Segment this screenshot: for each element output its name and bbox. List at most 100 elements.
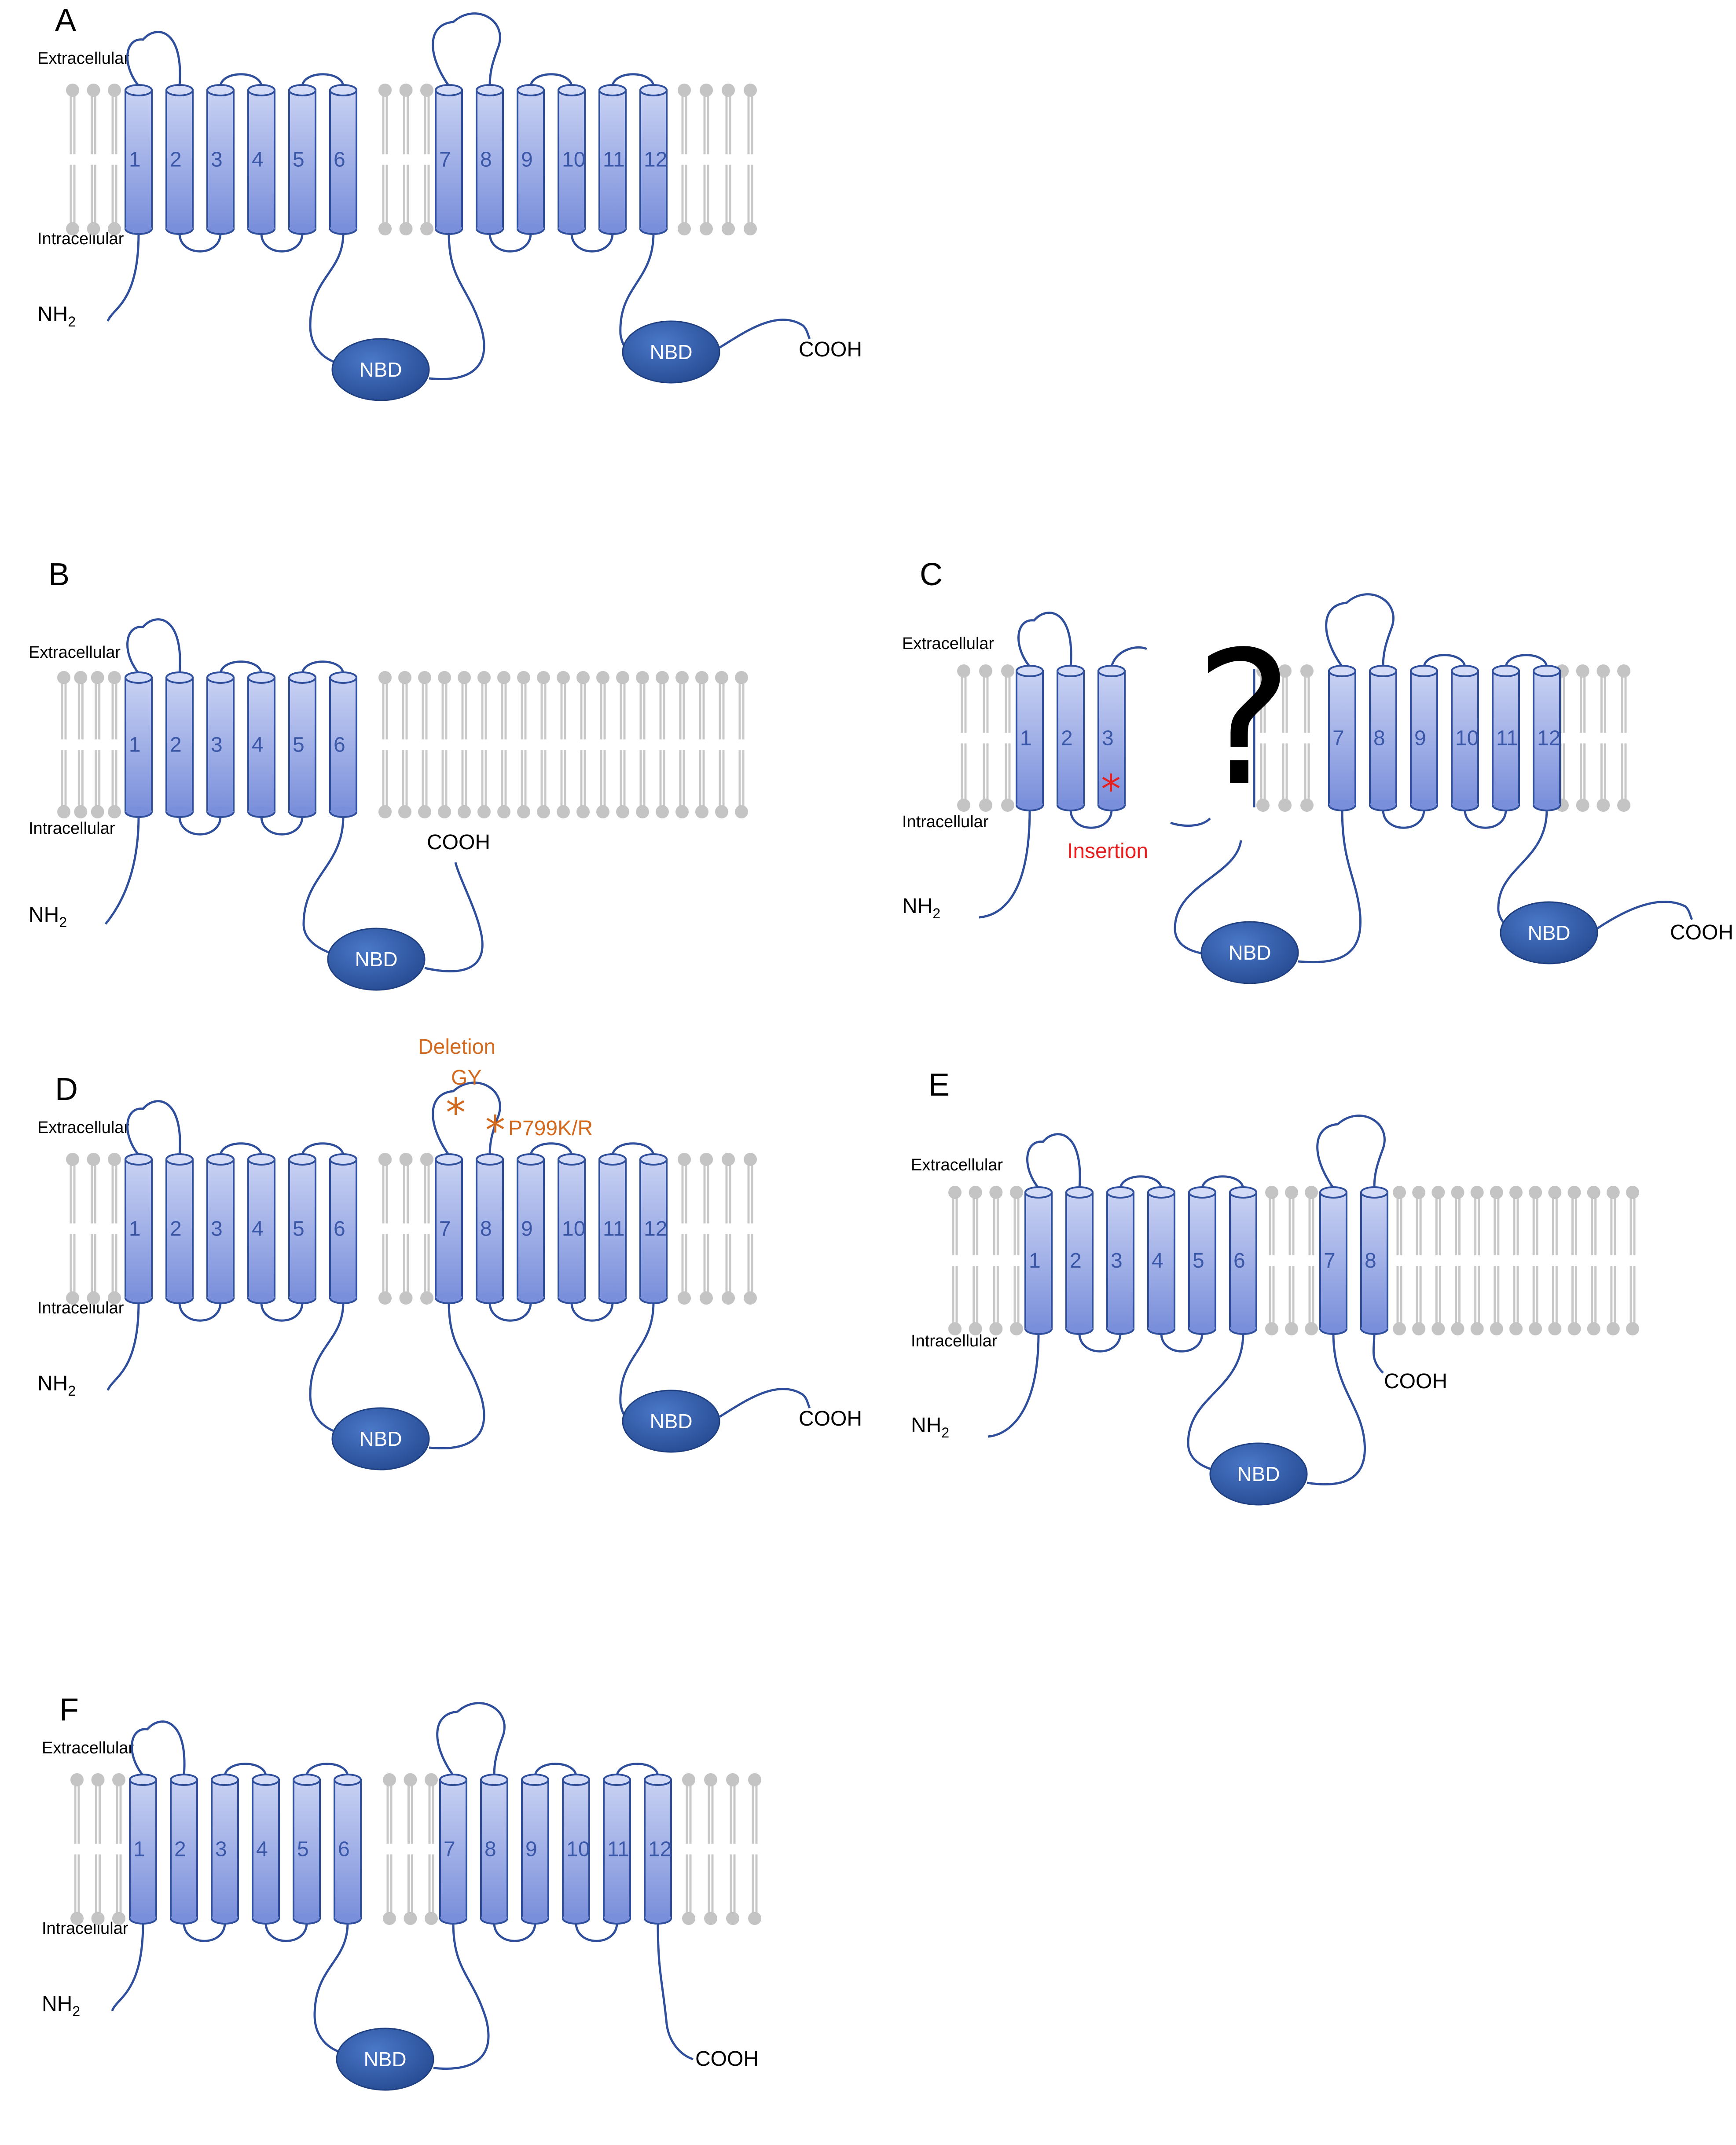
helix-bottom xyxy=(1329,800,1355,810)
lipid-head xyxy=(404,1912,417,1925)
helix-number-2: 2 xyxy=(1061,727,1073,750)
unknown-structure-mark: ? xyxy=(1195,612,1293,827)
helix-bottom-edge xyxy=(1057,805,1085,811)
helix-bottom-edge xyxy=(288,811,316,818)
helix-body xyxy=(435,89,463,230)
helix-number-9: 9 xyxy=(521,1217,533,1241)
lipid-head xyxy=(458,671,471,684)
nbd1-linker-in xyxy=(1174,840,1242,956)
nbd-ellipse xyxy=(1209,1442,1308,1506)
nbd-ellipse xyxy=(1200,921,1299,984)
lipid-head xyxy=(1587,1322,1600,1335)
helix-cap xyxy=(644,1774,672,1786)
lipid-head xyxy=(735,671,748,684)
lipid-head xyxy=(1597,664,1610,678)
helix-bottom-edge xyxy=(1451,805,1479,811)
lipid-head xyxy=(438,671,451,684)
transmembrane-helix-8: 8 xyxy=(1360,1186,1388,1335)
transmembrane-helix-7: 7 xyxy=(435,1153,463,1304)
helix-bottom xyxy=(125,1293,152,1303)
helix-number-12: 12 xyxy=(1537,727,1560,750)
helix-bottom xyxy=(517,224,544,234)
helix-bottom xyxy=(166,224,193,234)
helix-bottom-edge xyxy=(1328,805,1356,811)
panel-letter: F xyxy=(59,1692,79,1727)
lipid-head xyxy=(399,222,413,235)
nbd1-linker-in xyxy=(302,816,346,958)
extracellular-loop-7-8 xyxy=(1316,1115,1386,1189)
lipid-head xyxy=(398,805,411,818)
helix-body xyxy=(125,677,153,813)
helix-number-2: 2 xyxy=(170,733,182,757)
helix-bottom xyxy=(1493,800,1519,810)
insertion-label: Insertion xyxy=(1067,840,1148,863)
lipid-head xyxy=(378,84,392,97)
c-terminal-tail xyxy=(719,1388,811,1418)
helix-cap xyxy=(1147,1186,1175,1199)
lipid-head xyxy=(108,1291,121,1305)
lipid-head xyxy=(1597,799,1610,812)
helix-bottom-edge xyxy=(1147,1328,1175,1335)
helix-bottom-edge xyxy=(517,1298,545,1304)
lipid-head xyxy=(1305,1322,1318,1335)
helix-cap xyxy=(1360,1186,1388,1199)
c-terminal-tail xyxy=(657,1922,694,2061)
helix-number-3: 3 xyxy=(215,1838,227,1861)
nbd-ellipse xyxy=(327,928,426,991)
helix-bottom-edge xyxy=(165,1298,194,1304)
lipid-head xyxy=(1617,799,1630,812)
helix-body xyxy=(603,1779,631,1919)
lipid-head xyxy=(1490,1186,1503,1199)
lipid-head xyxy=(1606,1322,1620,1335)
lipid-head xyxy=(1010,1322,1023,1335)
lipid-head xyxy=(1412,1186,1426,1199)
intracellular-label: Intracellular xyxy=(902,813,989,831)
helix-bottom xyxy=(481,1913,507,1924)
transmembrane-helix-9: 9 xyxy=(1410,665,1438,811)
lipid-head xyxy=(108,222,121,235)
lipid-head xyxy=(1278,664,1292,678)
extracellular-label: Extracellular xyxy=(37,1118,129,1137)
lipid-head xyxy=(695,671,708,684)
nbd-domain: NBD xyxy=(622,320,720,384)
transmembrane-helix-7: 7 xyxy=(439,1774,467,1925)
nbd-domain: NBD xyxy=(1209,1442,1308,1506)
helix-number-7: 7 xyxy=(439,1217,451,1241)
lipid-head xyxy=(438,805,451,818)
helix-bottom-edge xyxy=(211,1918,239,1925)
lipid-bilayer xyxy=(957,664,1014,812)
lipid-head xyxy=(1509,1186,1523,1199)
panel-C: C Extracellular Intracellular NH2? NBD NBD COO… xyxy=(902,557,1733,984)
transmembrane-helix-9: 9 xyxy=(521,1774,549,1925)
helix-number-8: 8 xyxy=(480,1217,492,1241)
lipid-head xyxy=(74,805,88,818)
lipid-head xyxy=(378,805,392,818)
helix-bottom-edge xyxy=(165,228,194,235)
helix-cap xyxy=(1057,665,1085,677)
lipid-head xyxy=(596,805,609,818)
helix-bottom xyxy=(125,807,152,817)
extracellular-loop xyxy=(534,1763,577,1776)
transmembrane-helix-6: 6 xyxy=(334,1774,362,1925)
lipid-bilayer xyxy=(678,1153,757,1305)
lipid-bilayer xyxy=(66,84,121,235)
helix-cap xyxy=(1065,1186,1094,1199)
lipid-head xyxy=(1548,1322,1562,1335)
helix-bottom-edge xyxy=(1360,1328,1388,1335)
helix-bottom-edge xyxy=(558,1298,586,1304)
lipid-head xyxy=(70,1912,84,1925)
lipid-head xyxy=(1587,1186,1600,1199)
helix-cap xyxy=(211,1774,239,1786)
lipid-head xyxy=(675,671,689,684)
helix-bottom-edge xyxy=(558,228,586,235)
panel-letter: D xyxy=(55,1072,78,1107)
helix-cap xyxy=(598,1153,627,1166)
helix-number-2: 2 xyxy=(1070,1249,1082,1272)
intracellular-loop xyxy=(570,1302,614,1322)
helix-bottom xyxy=(563,1913,589,1924)
helix-number-9: 9 xyxy=(521,148,533,172)
extracellular-loop xyxy=(529,73,573,86)
helix-cap xyxy=(206,84,235,96)
extracellular-loop xyxy=(219,73,263,86)
lipid-head xyxy=(1278,799,1292,812)
